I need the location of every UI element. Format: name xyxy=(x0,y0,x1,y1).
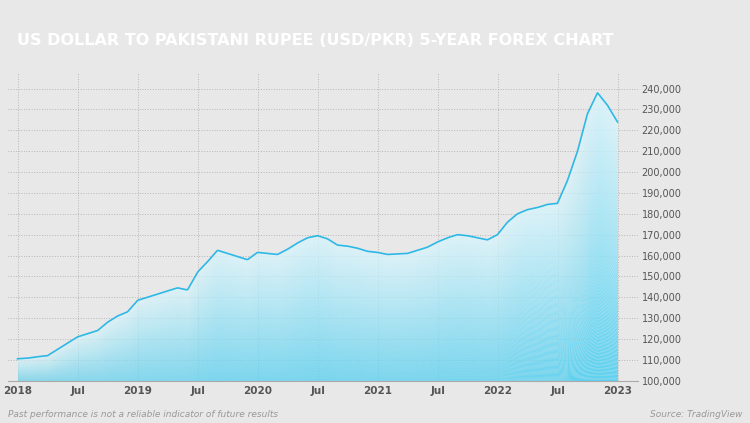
Text: Source: TradingView: Source: TradingView xyxy=(650,410,742,419)
Text: Past performance is not a reliable indicator of future results: Past performance is not a reliable indic… xyxy=(8,410,278,419)
Text: US DOLLAR TO PAKISTANI RUPEE (USD/PKR) 5-YEAR FOREX CHART: US DOLLAR TO PAKISTANI RUPEE (USD/PKR) 5… xyxy=(17,33,614,48)
